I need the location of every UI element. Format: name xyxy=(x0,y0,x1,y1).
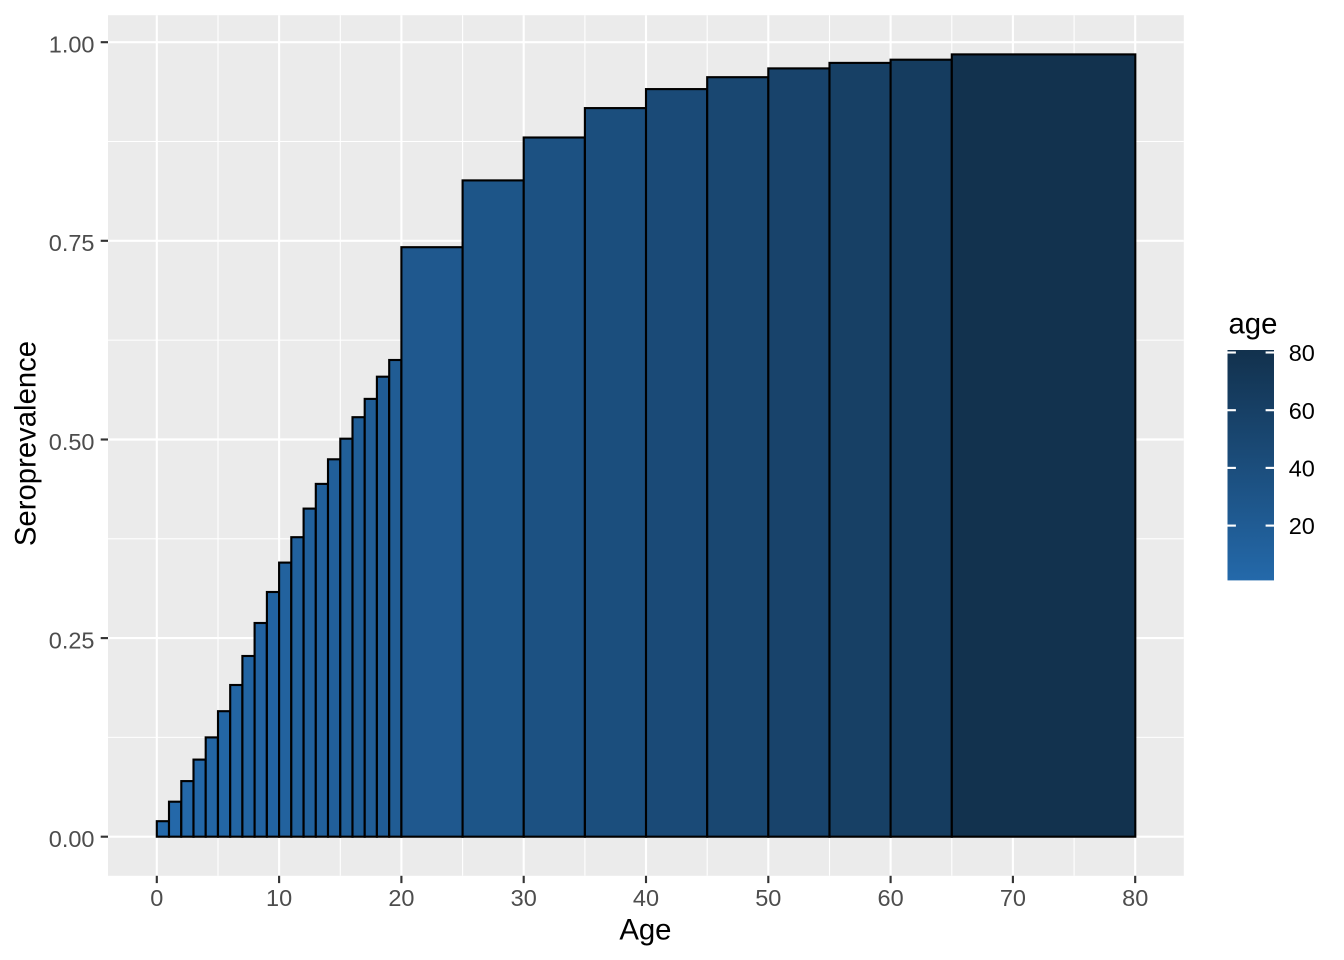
svg-text:0.00: 0.00 xyxy=(49,826,95,852)
svg-text:30: 30 xyxy=(511,885,537,911)
svg-text:20: 20 xyxy=(388,885,414,911)
svg-text:1.00: 1.00 xyxy=(49,32,95,58)
svg-text:Age: Age xyxy=(619,914,671,947)
svg-text:age: age xyxy=(1229,308,1278,341)
svg-text:70: 70 xyxy=(1000,885,1026,911)
svg-text:0.25: 0.25 xyxy=(49,628,95,654)
svg-text:40: 40 xyxy=(633,885,659,911)
svg-text:0.75: 0.75 xyxy=(49,230,95,256)
svg-text:60: 60 xyxy=(878,885,904,911)
svg-text:0.50: 0.50 xyxy=(49,429,95,455)
svg-text:40: 40 xyxy=(1289,456,1315,482)
svg-text:Seroprevalence: Seroprevalence xyxy=(10,341,43,546)
svg-text:20: 20 xyxy=(1289,513,1315,539)
svg-text:0: 0 xyxy=(150,885,163,911)
svg-text:10: 10 xyxy=(266,885,292,911)
svg-text:80: 80 xyxy=(1122,885,1148,911)
svg-text:50: 50 xyxy=(755,885,781,911)
svg-text:60: 60 xyxy=(1289,398,1315,424)
svg-text:80: 80 xyxy=(1289,340,1315,366)
